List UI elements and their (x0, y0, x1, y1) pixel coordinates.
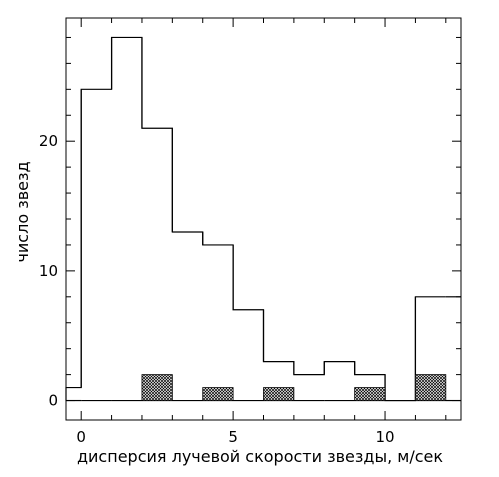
x-axis-label: дисперсия лучевой скорости звезды, м/сек (77, 447, 443, 466)
x-axis-ticks: 0 5 10 (76, 18, 447, 446)
x-tick-label: 0 (76, 428, 86, 446)
y-tick-label: 20 (39, 132, 58, 150)
x-tick-label: 10 (375, 428, 394, 446)
histogram-bar (171, 128, 204, 245)
histogram-bar (293, 361, 325, 376)
hatched-bar (141, 374, 173, 401)
histogram-bar (232, 244, 265, 362)
histogram-bar (80, 37, 113, 388)
histogram-bar (323, 361, 356, 375)
y-axis-ticks: 0 10 20 (39, 36, 461, 410)
y-tick-label: 0 (48, 392, 58, 410)
histogram-bar (414, 296, 446, 401)
y-axis-label: число звезд (13, 161, 32, 262)
histogram-bar (202, 231, 234, 310)
hatched-bar (354, 387, 386, 401)
y-tick-label: 10 (39, 262, 58, 280)
histogram-bars (65, 36, 461, 402)
histogram-bar (141, 37, 173, 232)
x-tick-label: 5 (228, 428, 238, 446)
histogram-bar (110, 36, 143, 129)
hatched-bars (141, 374, 447, 401)
hatched-bar (263, 387, 295, 401)
histogram-bar (262, 309, 295, 375)
hatched-bar (202, 387, 234, 401)
histogram-bar (384, 296, 417, 402)
hatched-bar (415, 374, 447, 401)
